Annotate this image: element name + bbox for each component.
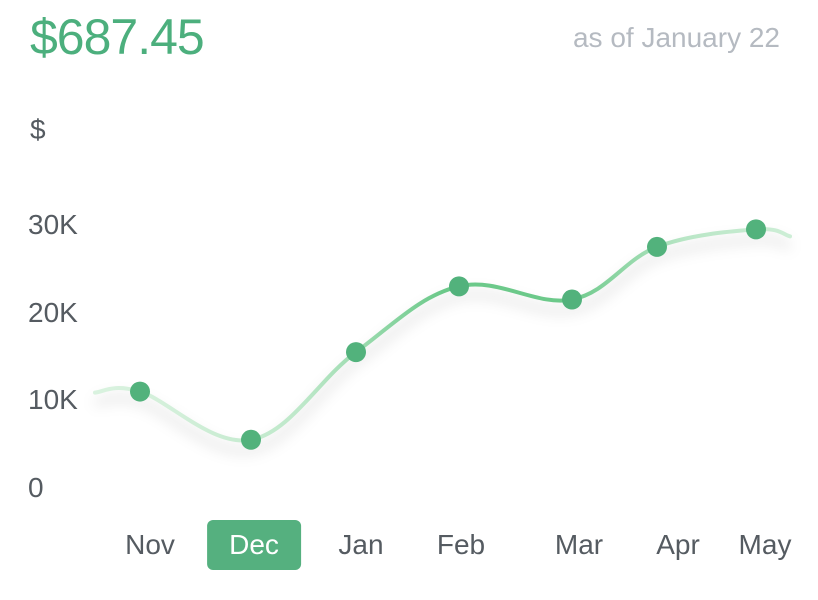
data-point-may[interactable]: [746, 219, 766, 240]
month-tab-dec[interactable]: Dec: [207, 520, 301, 570]
data-point-apr[interactable]: [647, 236, 667, 257]
data-point-jan[interactable]: [346, 342, 366, 363]
balance-amount: $687.45: [30, 9, 205, 65]
data-point-feb[interactable]: [449, 276, 469, 297]
series-line-shadow: [94, 236, 791, 454]
data-point-nov[interactable]: [130, 381, 150, 402]
data-point-mar[interactable]: [562, 289, 582, 310]
month-tab-mar[interactable]: Mar: [554, 529, 604, 560]
y-tick-label: 30K: [28, 209, 78, 240]
month-tab-nov[interactable]: Nov: [125, 529, 175, 560]
month-tab-jan[interactable]: Jan: [338, 529, 384, 560]
month-tab-apr[interactable]: Apr: [656, 529, 700, 560]
y-tick-label: 20K: [28, 296, 78, 328]
data-point-dec[interactable]: [241, 429, 261, 450]
month-tab-may[interactable]: May: [738, 529, 792, 560]
y-tick-label: 10K: [28, 384, 78, 416]
as-of-date: as of January 22: [572, 22, 780, 53]
y-axis-unit: $: [30, 114, 46, 145]
y-tick-label: 0: [28, 472, 44, 503]
series-line: [93, 227, 792, 443]
month-tab-feb[interactable]: Feb: [436, 529, 486, 560]
